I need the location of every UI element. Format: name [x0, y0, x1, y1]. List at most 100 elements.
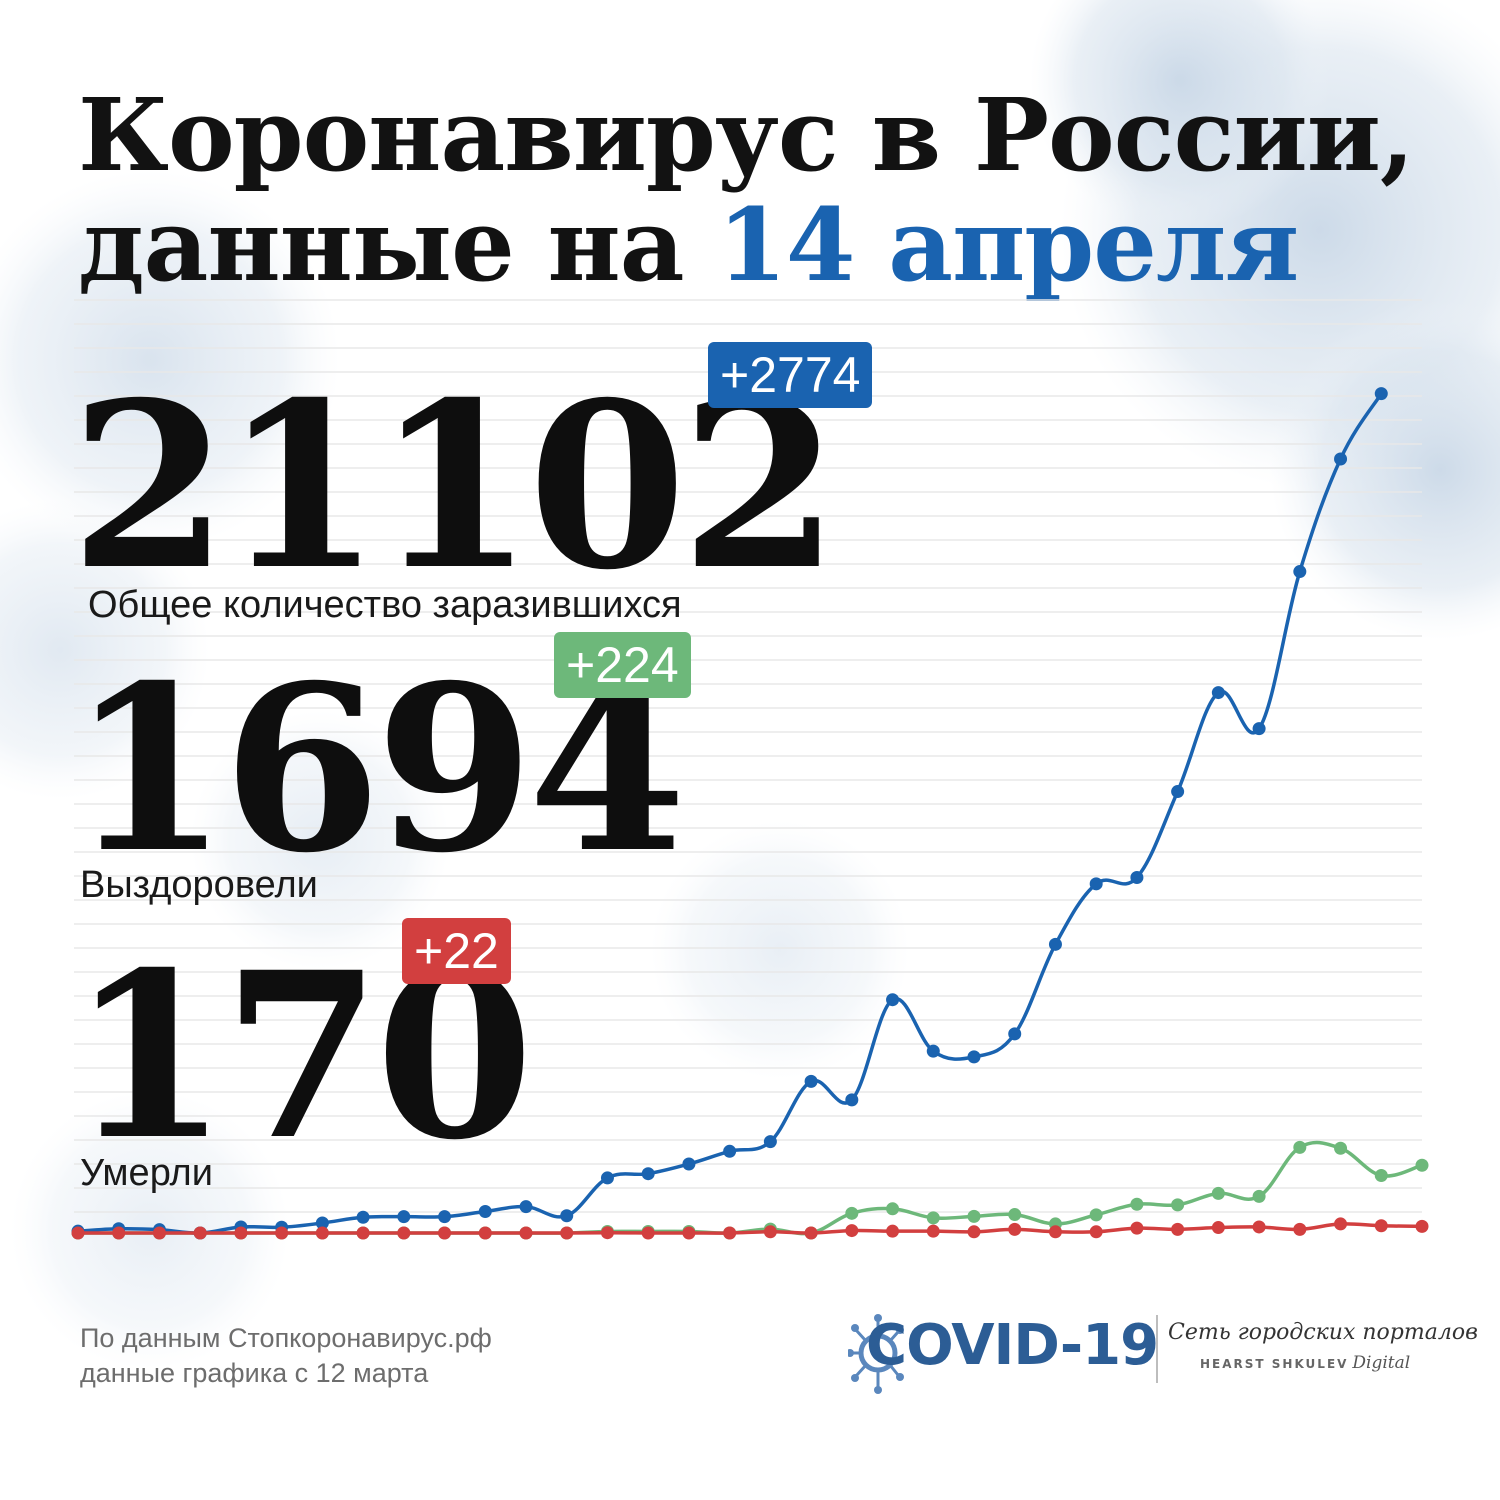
data-point — [1415, 1219, 1429, 1233]
deaths-delta-badge: +22 — [402, 918, 511, 984]
data-point — [1089, 1208, 1103, 1222]
data-point — [763, 1225, 777, 1239]
data-point — [1211, 1186, 1225, 1200]
portal-brand-main: HEARST SHKULEV — [1200, 1357, 1349, 1371]
data-point — [1171, 1198, 1185, 1212]
data-point — [1374, 387, 1388, 401]
data-point — [845, 1093, 859, 1107]
data-point — [886, 1202, 900, 1216]
data-point — [438, 1226, 452, 1240]
recovered-delta-badge: +224 — [554, 632, 691, 698]
data-point — [723, 1226, 737, 1240]
data-point — [1130, 1221, 1144, 1235]
deaths-series-line — [77, 1222, 1423, 1235]
data-point — [763, 1135, 777, 1149]
title-line-1: Коронавирус в России, — [78, 76, 1415, 194]
data-point — [1008, 1208, 1022, 1222]
data-point — [478, 1205, 492, 1219]
data-point — [886, 1224, 900, 1238]
data-point — [804, 1074, 818, 1088]
chart-grid — [74, 299, 1422, 1213]
deaths-series — [71, 1217, 1429, 1240]
data-point — [519, 1200, 533, 1214]
data-point — [845, 1224, 859, 1238]
data-point — [478, 1226, 492, 1240]
logo-divider — [1156, 1315, 1158, 1383]
total-cases-value: 21102 — [70, 352, 839, 620]
portal-network-name: Сеть городских порталов — [1168, 1320, 1478, 1345]
source-footnote: По данным Стопкоронавирус.рф — [80, 1323, 492, 1353]
data-point — [1008, 1027, 1022, 1041]
data-point — [682, 1157, 696, 1171]
recovered-label: Выздоровели — [80, 864, 318, 906]
data-point — [152, 1226, 166, 1240]
data-point — [1211, 686, 1225, 700]
data-point — [1334, 452, 1348, 466]
data-point — [275, 1226, 289, 1240]
title-line-2-prefix: данные на — [78, 186, 718, 304]
data-point — [926, 1224, 940, 1238]
data-point — [1130, 870, 1144, 884]
data-point — [112, 1226, 126, 1240]
page-subtitle: данные на 14 апреля — [78, 195, 1299, 295]
data-point — [682, 1226, 696, 1240]
data-point — [1008, 1222, 1022, 1236]
data-point — [356, 1210, 370, 1224]
data-point — [1130, 1197, 1144, 1211]
data-point — [1293, 1140, 1307, 1154]
data-point — [519, 1226, 533, 1240]
data-point — [1171, 785, 1185, 799]
title-date-highlight: 14 апреля — [717, 186, 1299, 304]
data-point — [1171, 1222, 1185, 1236]
chart-series-layer — [71, 387, 1429, 1240]
total-cases-label: Общее количество заразившихся — [88, 584, 682, 626]
data-point — [1334, 1141, 1348, 1155]
data-point — [315, 1216, 329, 1230]
data-point — [926, 1044, 940, 1058]
data-point — [1211, 1221, 1225, 1235]
data-point — [1252, 1189, 1266, 1203]
portal-brand: HEARST SHKULEV Digital — [1200, 1355, 1410, 1372]
data-point — [600, 1226, 614, 1240]
data-point — [1089, 877, 1103, 891]
data-point — [600, 1171, 614, 1185]
data-point — [641, 1226, 655, 1240]
period-footnote: данные графика с 12 марта — [80, 1358, 429, 1388]
data-point — [193, 1226, 207, 1240]
data-point — [1334, 1217, 1348, 1231]
data-point — [71, 1226, 85, 1240]
portal-brand-sub: Digital — [1352, 1353, 1411, 1373]
data-point — [315, 1226, 329, 1240]
data-point — [1048, 937, 1062, 951]
total-cases-delta-badge: +2774 — [708, 342, 873, 408]
data-point — [641, 1167, 655, 1181]
data-point — [397, 1210, 411, 1224]
data-point — [1048, 1225, 1062, 1239]
data-point — [1252, 1220, 1266, 1234]
data-point — [356, 1226, 370, 1240]
data-point — [926, 1211, 940, 1225]
data-point — [967, 1209, 981, 1223]
data-point — [560, 1226, 574, 1240]
data-point — [804, 1226, 818, 1240]
data-point — [1252, 722, 1266, 736]
data-point — [1374, 1169, 1388, 1183]
data-point — [1293, 565, 1307, 579]
data-point — [1293, 1222, 1307, 1236]
data-point — [967, 1225, 981, 1239]
data-point — [1089, 1225, 1103, 1239]
deaths-label: Умерли — [80, 1152, 213, 1194]
virus-icon — [848, 1314, 904, 1394]
data-point — [967, 1050, 981, 1064]
page-title: Коронавирус в России, — [78, 85, 1415, 185]
virus-icon — [0, 0, 1500, 1370]
data-point — [397, 1226, 411, 1240]
data-point — [438, 1210, 452, 1224]
data-point — [560, 1209, 574, 1223]
data-point — [234, 1226, 248, 1240]
data-point — [723, 1144, 737, 1158]
data-point — [886, 993, 900, 1007]
